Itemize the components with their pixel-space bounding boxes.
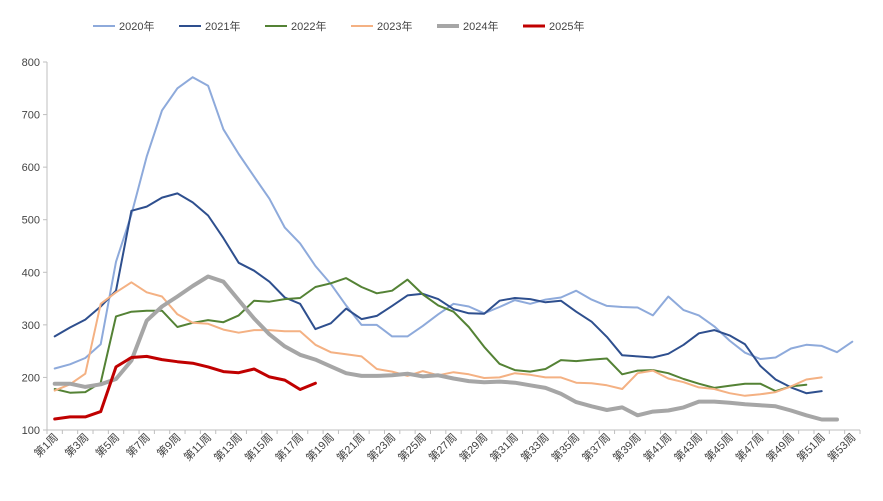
y-axis: 100 200 300 400 500 600 700 800 <box>22 57 48 437</box>
x-tick-label: 第39周 <box>610 430 644 464</box>
y-tick-label: 800 <box>22 57 40 69</box>
legend-label: 2022年 <box>291 19 326 33</box>
legend-label: 2024年 <box>463 19 498 33</box>
x-tick-label: 第13周 <box>211 430 245 464</box>
legend-label: 2023年 <box>377 19 412 33</box>
y-tick-label: 500 <box>22 215 40 227</box>
x-tick-label: 第37周 <box>579 430 613 464</box>
legend-label: 2025年 <box>549 19 584 33</box>
x-tick-label: 第17周 <box>272 430 306 464</box>
y-tick-label: 400 <box>22 267 40 279</box>
legend-label: 2020年 <box>119 19 154 33</box>
x-tick-label: 第23周 <box>364 430 398 464</box>
x-tick-label: 第29周 <box>456 430 490 464</box>
x-tick-label: 第21周 <box>333 430 367 464</box>
x-tick-label: 第31周 <box>487 430 521 464</box>
x-tick-label: 第15周 <box>241 430 275 464</box>
y-tick-label: 600 <box>22 162 40 174</box>
legend-label: 2021年 <box>205 19 240 33</box>
chart-legend: 2020年 2021年 2022年 2023年 2024年 2025年 <box>93 19 584 33</box>
x-tick-label: 第3周 <box>62 430 92 460</box>
x-tick-label: 第33周 <box>518 430 552 464</box>
x-tick-label: 第43周 <box>671 430 705 464</box>
x-tick-label: 第35周 <box>548 430 582 464</box>
series-layer <box>52 76 854 422</box>
y-tick-label: 300 <box>22 320 40 332</box>
x-tick-label: 第27周 <box>426 430 460 464</box>
series-line-4 <box>52 274 839 422</box>
x-tick-label: 第41周 <box>640 430 674 464</box>
x-tick-label: 第53周 <box>824 430 858 464</box>
x-tick-label: 第11周 <box>181 430 215 464</box>
series-line-1 <box>53 192 823 395</box>
x-tick-label: 第19周 <box>303 430 337 464</box>
x-tick-label: 第49周 <box>763 430 797 464</box>
x-tick-label: 第51周 <box>794 430 828 464</box>
x-tick-label: 第45周 <box>702 430 736 464</box>
x-tick-label: 第7周 <box>123 430 153 460</box>
y-tick-label: 100 <box>22 425 40 437</box>
y-tick-label: 700 <box>22 110 40 122</box>
y-tick-label: 200 <box>22 372 40 384</box>
x-axis: 第1周 第3周 第5周 第7周 第9周第11周第13周第15周第17周第19周第21周第… <box>31 429 861 464</box>
x-tick-label: 第47周 <box>732 430 766 464</box>
x-tick-label: 第9周 <box>154 430 184 460</box>
series-line-2 <box>53 277 808 394</box>
x-tick-label: 第25周 <box>395 430 429 464</box>
x-tick-label: 第5周 <box>92 430 122 460</box>
series-line-5 <box>53 354 317 421</box>
